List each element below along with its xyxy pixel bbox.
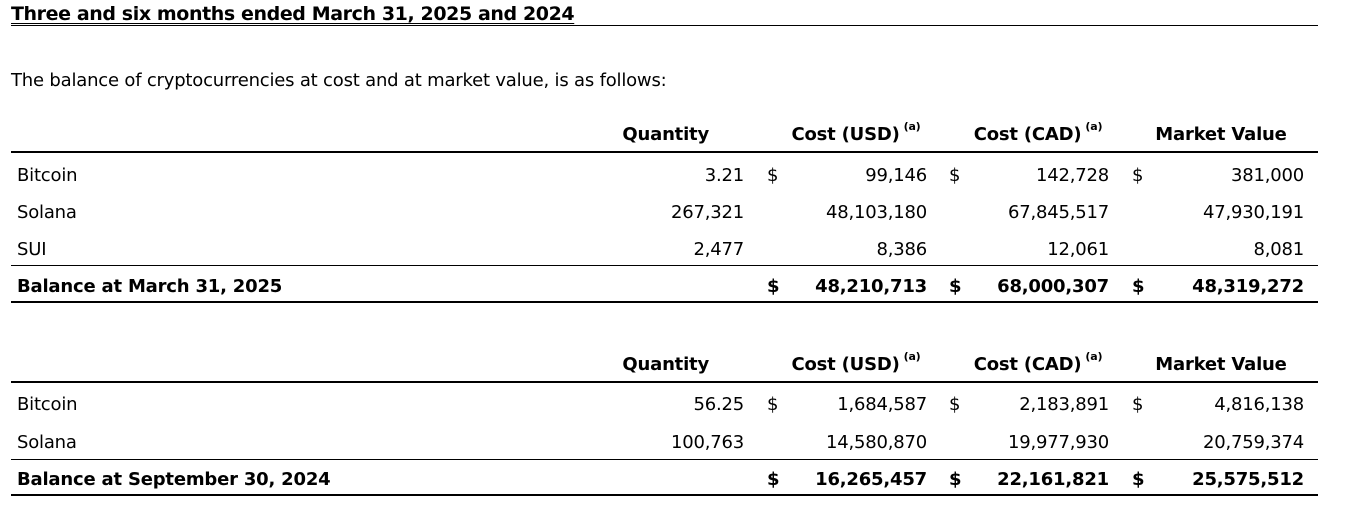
- table-row: Solana 100,763 14,580,870 19,977,930 20,…: [11, 424, 1318, 461]
- total-row: Balance at September 30, 2024 $ 16,265,4…: [11, 461, 1318, 498]
- total-cost-cad: 68,000,307: [997, 276, 1109, 297]
- header-divider: [11, 381, 1318, 383]
- total-bottom-border: [11, 301, 1318, 303]
- total-label: Balance at March 31, 2025: [17, 276, 283, 297]
- quantity-value: 56.25: [693, 394, 744, 415]
- currency-symbol: $: [1132, 394, 1144, 415]
- section-title: Three and six months ended March 31, 202…: [11, 3, 1318, 26]
- currency-symbol: $: [1132, 469, 1145, 490]
- total-market-value: 48,319,272: [1192, 276, 1304, 297]
- table-row: SUI 2,477 8,386 12,061 8,081: [11, 231, 1318, 268]
- header-quantity: Quantity: [622, 354, 709, 375]
- cost-cad-value: 142,728: [1035, 165, 1109, 186]
- cost-usd-value: 99,146: [865, 165, 927, 186]
- quantity-value: 3.21: [704, 165, 744, 186]
- currency-symbol: $: [767, 469, 780, 490]
- asset-name: Solana: [17, 432, 77, 453]
- market-value: 381,000: [1230, 165, 1304, 186]
- total-cost-usd: 16,265,457: [815, 469, 927, 490]
- total-row: Balance at March 31, 2025 $ 48,210,713 $…: [11, 268, 1318, 305]
- currency-symbol: $: [1132, 276, 1145, 297]
- cost-cad-value: 2,183,891: [1019, 394, 1109, 415]
- header-cost-cad: Cost (CAD) (a): [973, 120, 1103, 145]
- intro-text: The balance of cryptocurrencies at cost …: [11, 70, 667, 91]
- table-row: Solana 267,321 48,103,180 67,845,517 47,…: [11, 194, 1318, 231]
- header-market-value: Market Value: [1155, 354, 1287, 375]
- header-cost-usd: Cost (USD) (a): [791, 350, 921, 375]
- header-cost-usd: Cost (USD) (a): [791, 120, 921, 145]
- asset-name: Bitcoin: [17, 394, 78, 415]
- cost-cad-value: 19,977,930: [1007, 432, 1109, 453]
- total-bottom-border: [11, 494, 1318, 496]
- cost-usd-value: 14,580,870: [825, 432, 927, 453]
- currency-symbol: $: [767, 394, 779, 415]
- table-row: Bitcoin 3.21 $ 99,146 $ 142,728 $ 381,00…: [11, 157, 1318, 194]
- cost-usd-value: 1,684,587: [837, 394, 927, 415]
- market-value: 4,816,138: [1214, 394, 1304, 415]
- asset-name: Bitcoin: [17, 165, 78, 186]
- total-cost-usd: 48,210,713: [815, 276, 927, 297]
- total-cost-cad: 22,161,821: [997, 469, 1109, 490]
- currency-symbol: $: [949, 276, 962, 297]
- currency-symbol: $: [767, 276, 780, 297]
- header-market-value: Market Value: [1155, 124, 1287, 145]
- cost-usd-value: 48,103,180: [825, 202, 927, 223]
- currency-symbol: $: [1132, 165, 1144, 186]
- total-market-value: 25,575,512: [1192, 469, 1304, 490]
- header-quantity: Quantity: [622, 124, 709, 145]
- cost-cad-value: 67,845,517: [1007, 202, 1109, 223]
- cost-usd-value: 8,386: [876, 239, 927, 260]
- total-divider: [11, 265, 1318, 266]
- quantity-value: 267,321: [670, 202, 744, 223]
- total-label: Balance at September 30, 2024: [17, 469, 331, 490]
- asset-name: SUI: [17, 239, 47, 260]
- table-header-row: Quantity Cost (USD) (a) Cost (CAD) (a) Mar…: [11, 120, 1318, 157]
- asset-name: Solana: [17, 202, 77, 223]
- market-value: 20,759,374: [1202, 432, 1304, 453]
- currency-symbol: $: [767, 165, 779, 186]
- currency-symbol: $: [949, 394, 961, 415]
- currency-symbol: $: [949, 469, 962, 490]
- table-header-row: Quantity Cost (USD) (a) Cost (CAD) (a) Mar…: [11, 350, 1318, 387]
- header-divider: [11, 151, 1318, 153]
- header-cost-cad: Cost (CAD) (a): [973, 350, 1103, 375]
- currency-symbol: $: [949, 165, 961, 186]
- quantity-value: 100,763: [670, 432, 744, 453]
- market-value: 8,081: [1253, 239, 1304, 260]
- total-divider: [11, 459, 1318, 460]
- table-row: Bitcoin 56.25 $ 1,684,587 $ 2,183,891 $ …: [11, 386, 1318, 423]
- market-value: 47,930,191: [1202, 202, 1304, 223]
- cost-cad-value: 12,061: [1047, 239, 1109, 260]
- quantity-value: 2,477: [693, 239, 744, 260]
